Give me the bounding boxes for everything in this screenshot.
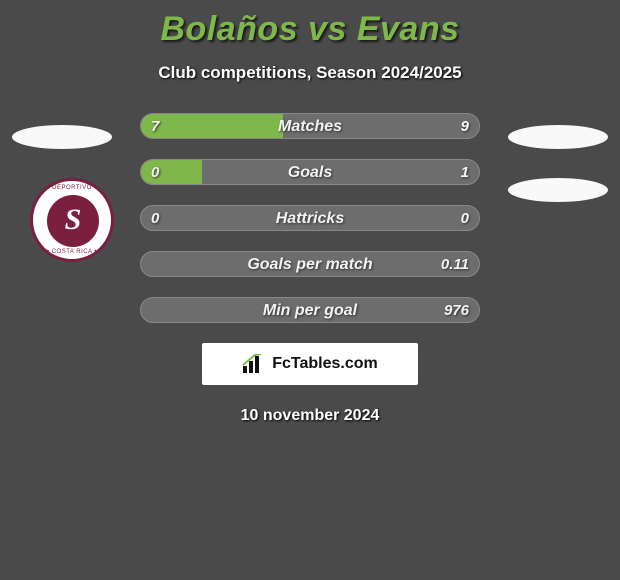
date-text: 10 november 2024 xyxy=(0,407,620,425)
stat-label: Matches xyxy=(141,114,479,138)
stat-row: Goals per match0.11 xyxy=(140,251,480,277)
brand-badge: FcTables.com xyxy=(202,343,418,385)
stat-value-right: 1 xyxy=(461,160,469,184)
club-ring-bottom: • COSTA RICA • xyxy=(33,249,111,255)
stat-value-right: 9 xyxy=(461,114,469,138)
stat-label: Hattricks xyxy=(141,206,479,230)
stat-row: 7Matches9 xyxy=(140,113,480,139)
brand-bars-icon xyxy=(242,354,266,374)
page-title: Bolaños vs Evans xyxy=(0,0,620,49)
stat-row: 0Goals1 xyxy=(140,159,480,185)
player-right-photo-placeholder xyxy=(508,125,608,149)
club-letter: S xyxy=(65,203,82,237)
player-left-photo-placeholder xyxy=(12,125,112,149)
subtitle: Club competitions, Season 2024/2025 xyxy=(0,63,620,83)
club-right-logo-placeholder xyxy=(508,178,608,202)
stat-row: Min per goal976 xyxy=(140,297,480,323)
stat-rows: 7Matches90Goals10Hattricks0Goals per mat… xyxy=(140,113,480,323)
stat-value-right: 976 xyxy=(444,298,469,322)
brand-text: FcTables.com xyxy=(272,355,378,373)
club-ring-top: DEPORTIVO xyxy=(33,185,111,191)
club-left-logo: DEPORTIVO S • COSTA RICA • xyxy=(22,178,122,262)
stat-value-right: 0 xyxy=(461,206,469,230)
stat-label: Goals per match xyxy=(141,252,479,276)
comparison-infographic: Bolaños vs Evans Club competitions, Seas… xyxy=(0,0,620,580)
stat-row: 0Hattricks0 xyxy=(140,205,480,231)
stat-label: Goals xyxy=(141,160,479,184)
stat-value-right: 0.11 xyxy=(441,252,469,276)
stat-label: Min per goal xyxy=(141,298,479,322)
